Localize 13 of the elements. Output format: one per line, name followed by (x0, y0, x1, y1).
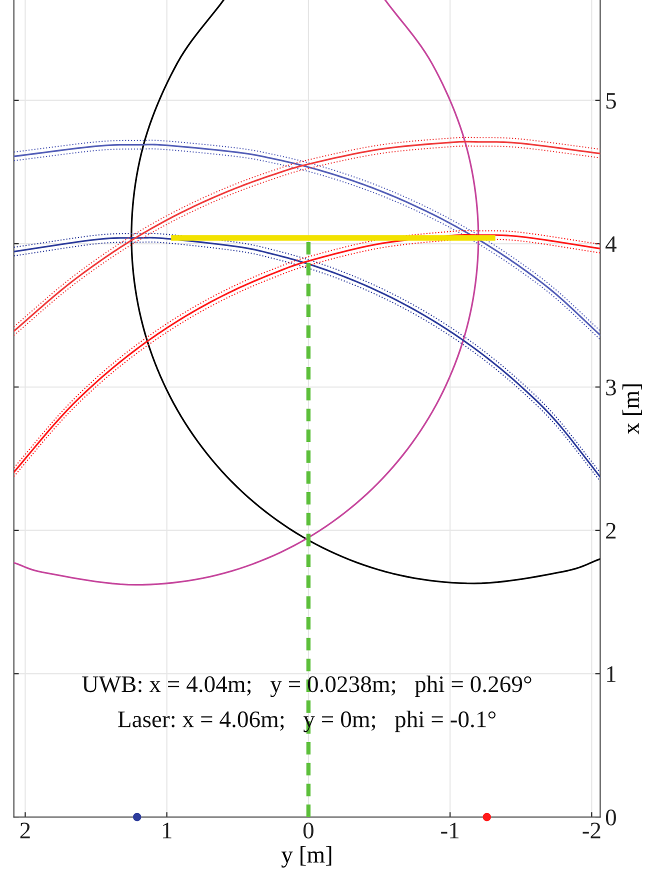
y-tick-label: 2 (606, 522, 616, 539)
y-tick-label: 1 (607, 666, 616, 682)
x-tick-label: 0 (303, 822, 314, 839)
y-tick-label: 0 (606, 810, 616, 826)
x-tick-label: -1 (441, 822, 458, 838)
x-tick-label: -2 (582, 822, 600, 838)
x-tick-label: 1 (163, 822, 172, 838)
x-axis-title: y [m] (281, 846, 332, 868)
y-tick-label: 5 (606, 93, 616, 109)
x-tick-label: 2 (20, 822, 30, 838)
y-axis-title: x [m] (622, 384, 642, 434)
y-tick-label: 4 (606, 236, 616, 252)
y-tick-label: 3 (606, 380, 616, 396)
